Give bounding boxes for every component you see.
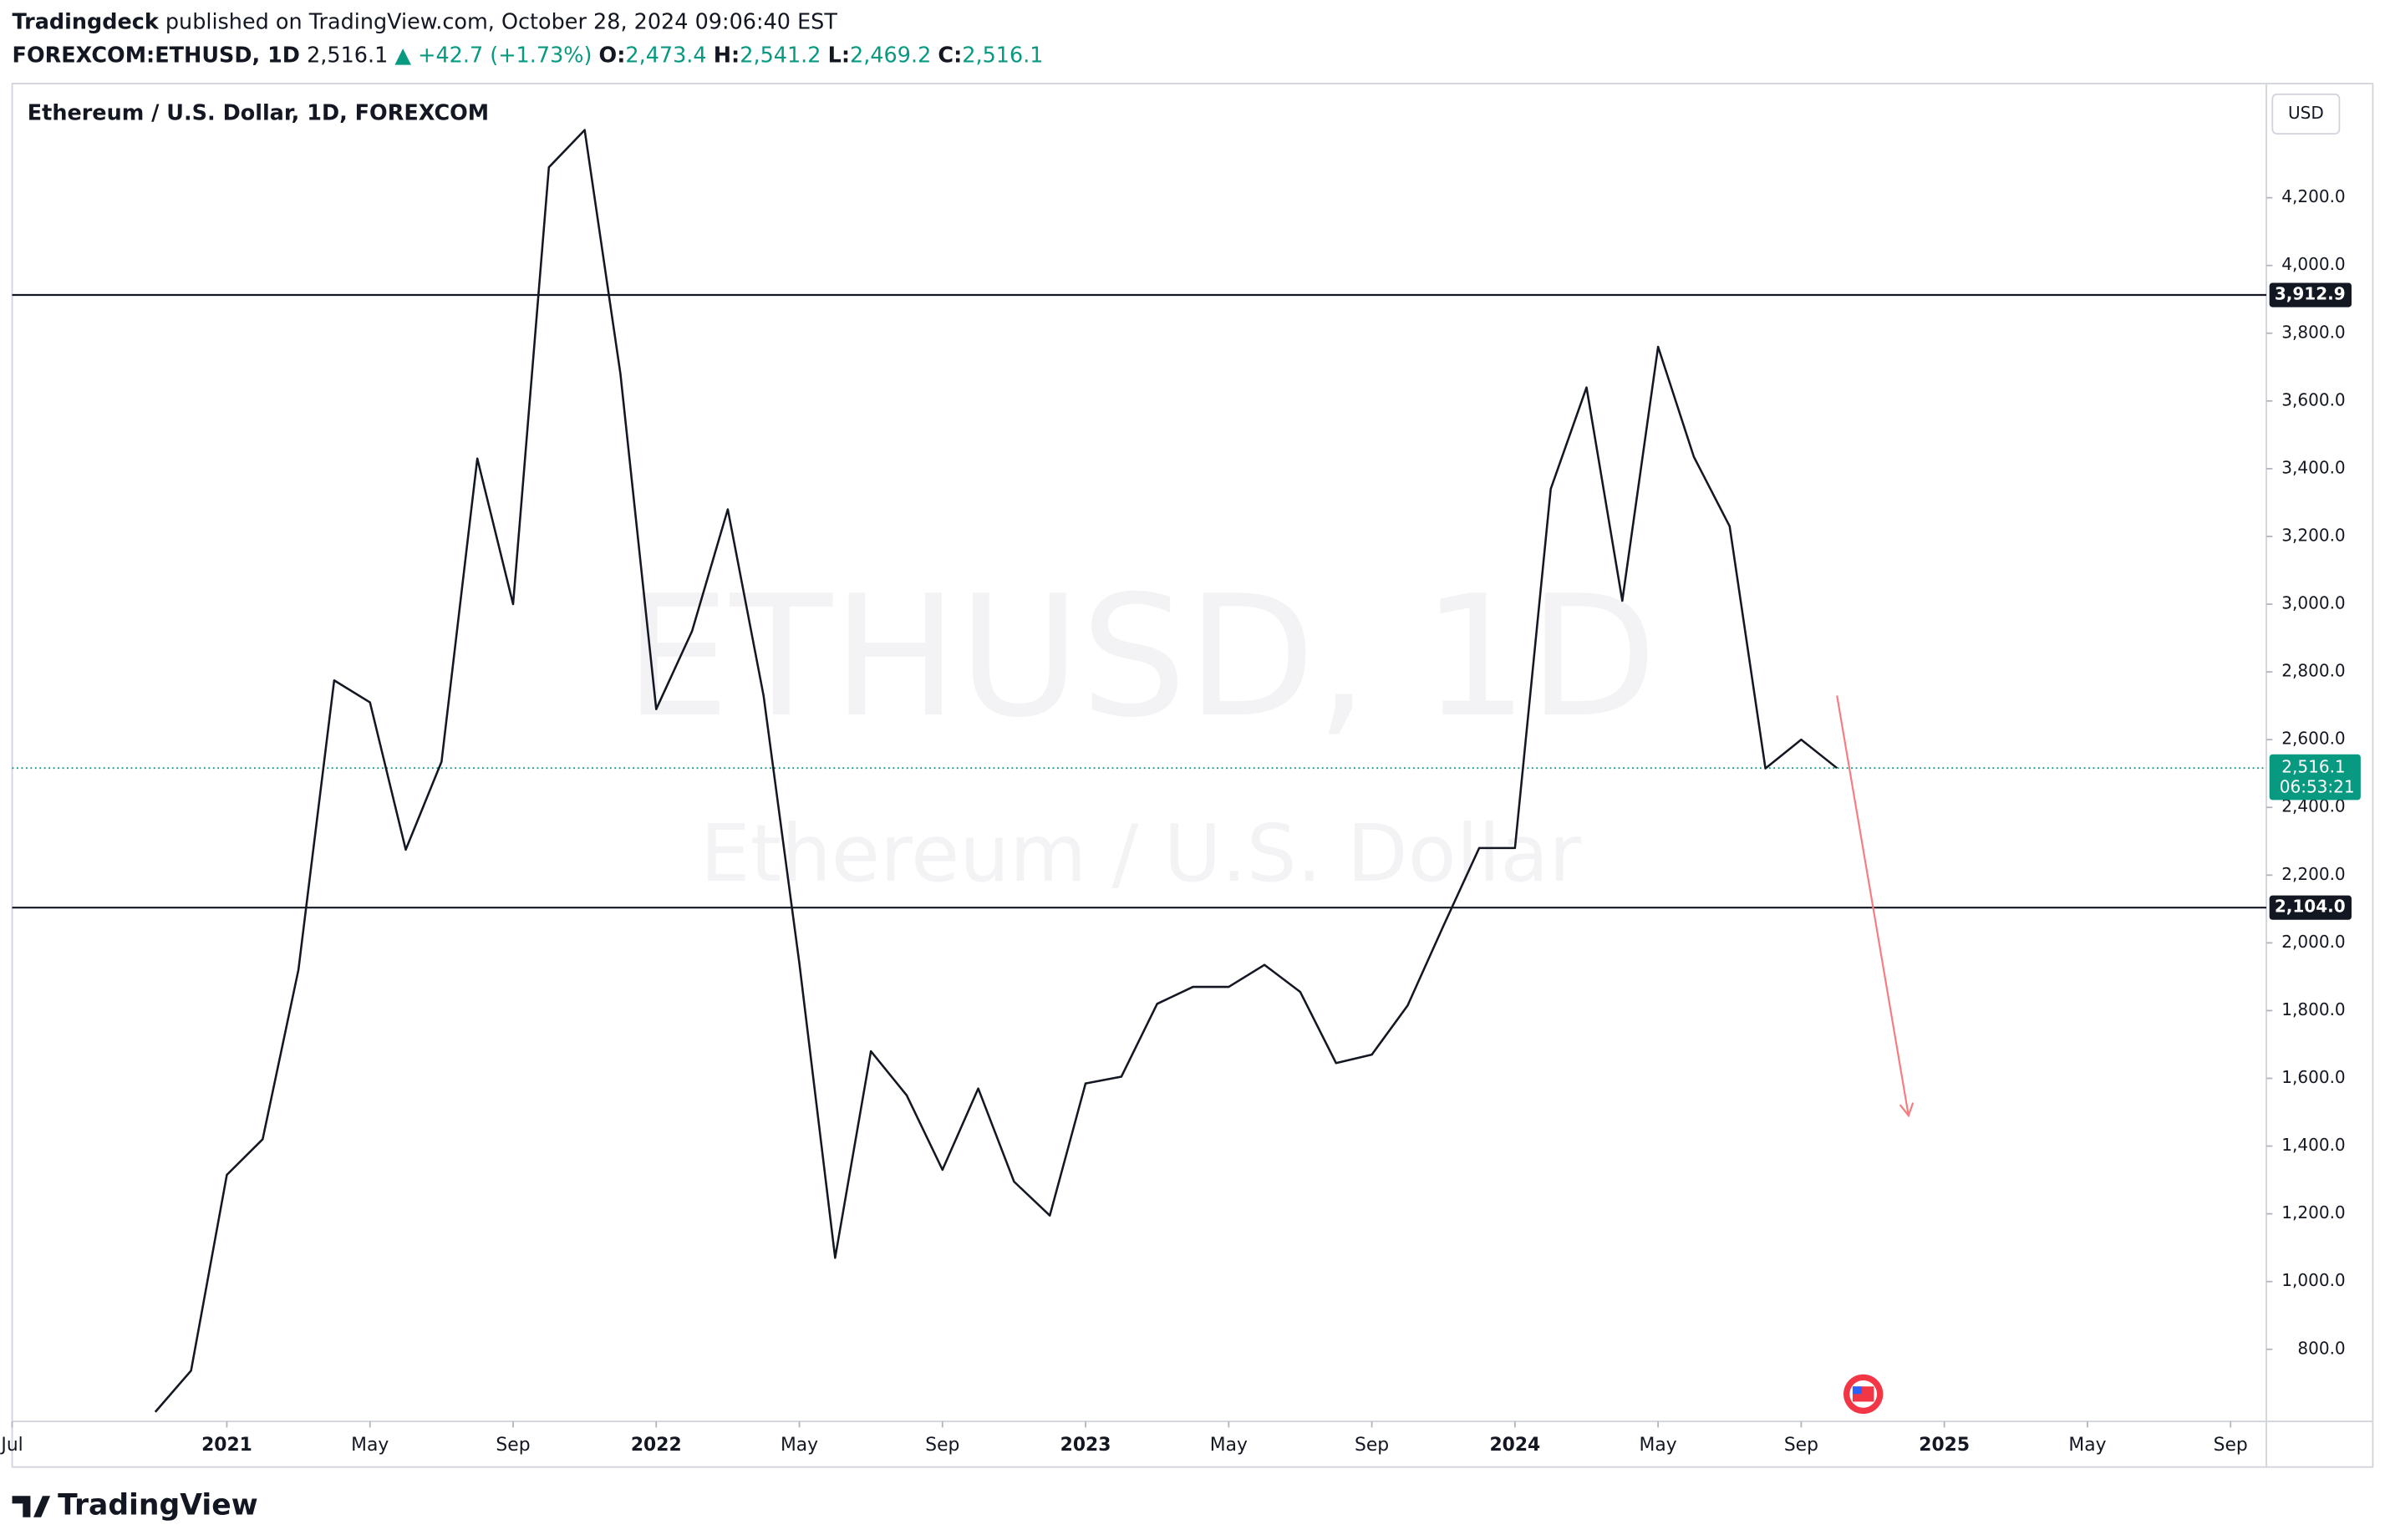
hline-label-box — [2269, 282, 2352, 307]
y-tick-label: 4,200.0 — [2281, 186, 2345, 206]
last-price-box — [2269, 754, 2361, 800]
chart-frame — [11, 83, 2374, 1468]
y-tick-label: 3,000.0 — [2281, 593, 2345, 613]
y-tick-label: 2,400.0 — [2281, 796, 2345, 816]
x-tick-label: 2021 — [201, 1435, 252, 1456]
y-tick-label: 1,200.0 — [2281, 1202, 2345, 1222]
chart-title: Ethereum / U.S. Dollar, 1D, FOREXCOM — [28, 100, 489, 125]
y-tick-label: 1,000.0 — [2281, 1270, 2345, 1290]
y-tick-label: 3,400.0 — [2281, 457, 2345, 477]
ohlc-value: 2,541.2 — [740, 43, 821, 68]
y-tick-label: 2,800.0 — [2281, 661, 2345, 681]
y-tick-label: 4,000.0 — [2281, 254, 2345, 274]
watermark-sub: Ethereum / U.S. Dollar — [700, 808, 1581, 900]
flag-canton[interactable] — [1852, 1386, 1862, 1395]
ohlc-value: 2,473.4 — [625, 43, 706, 68]
ohlc-value: 2,516.1 — [962, 43, 1043, 68]
hline-label-box — [2269, 895, 2352, 920]
last: 2,516.1 — [307, 43, 388, 68]
publisher: Tradingdeck — [13, 9, 160, 34]
y-tick-label: 800.0 — [2297, 1338, 2345, 1358]
x-tick-label: Sep — [1784, 1435, 1818, 1456]
y-tick-label: 1,400.0 — [2281, 1135, 2345, 1155]
ohlc-label: O: — [599, 43, 626, 68]
published: published on TradingView.com, October 28… — [165, 9, 837, 34]
x-tick-label: May — [351, 1435, 389, 1456]
symbol-line: FOREXCOM:ETHUSD, 1D 2,516.1 ▲ +42.7 (+1.… — [13, 43, 1044, 68]
ohlc-value: 2,469.2 — [850, 43, 931, 68]
x-tick-label: 2023 — [1060, 1435, 1111, 1456]
brand-logo[interactable]: TradingView — [12, 1488, 258, 1522]
x-tick-label: Sep — [2214, 1435, 2248, 1456]
x-tick-label: May — [781, 1435, 818, 1456]
x-tick-label: May — [1640, 1435, 1677, 1456]
y-tick-label: 2,000.0 — [2281, 932, 2345, 952]
watermark: ETHUSD, 1D — [624, 560, 1657, 755]
ohlc-label: H: — [714, 43, 740, 68]
x-tick-label: Sep — [496, 1435, 530, 1456]
brand-mark[interactable] — [12, 1496, 51, 1517]
brand-name[interactable]: TradingView — [58, 1488, 258, 1522]
projection-arrowhead — [1899, 1102, 1915, 1118]
y-tick-label: 3,200.0 — [2281, 525, 2345, 545]
x-tick-label: 2025 — [1919, 1435, 1970, 1456]
price-line — [154, 129, 1838, 1413]
currency[interactable]: USD — [2288, 103, 2324, 123]
projection-arrow — [1836, 695, 1910, 1116]
y-tick-label: 2,600.0 — [2281, 729, 2345, 749]
y-tick-label: 3,800.0 — [2281, 322, 2345, 342]
x-tick-label: Jul — [0, 1435, 23, 1456]
y-tick-label: 1,800.0 — [2281, 999, 2345, 1019]
publish-line: Tradingdeck published on TradingView.com… — [13, 9, 838, 34]
x-tick-label: 2022 — [631, 1435, 682, 1456]
hline-label: 3,912.9 — [2275, 284, 2346, 304]
x-tick-label: Sep — [925, 1435, 959, 1456]
countdown: 06:53:21 — [2280, 776, 2355, 796]
events-flag[interactable] — [1843, 1374, 1884, 1414]
symbol: FOREXCOM:ETHUSD, 1D — [13, 43, 300, 68]
x-tick-label: Sep — [1355, 1435, 1389, 1456]
change: ▲ +42.7 (+1.73%) — [394, 43, 592, 68]
x-tick-label: 2024 — [1489, 1435, 1540, 1456]
y-tick-label: 1,600.0 — [2281, 1067, 2345, 1087]
y-tick-label: 3,600.0 — [2281, 389, 2345, 409]
ohlc-label: C: — [938, 43, 962, 68]
x-tick-label: May — [2068, 1435, 2106, 1456]
hline-label: 2,104.0 — [2275, 897, 2346, 917]
ohlc-label: L: — [828, 43, 850, 68]
x-tick-label: May — [1210, 1435, 1248, 1456]
last-price-label: 2,516.1 — [2281, 757, 2345, 777]
y-tick-label: 2,200.0 — [2281, 864, 2345, 884]
currency-box[interactable] — [2271, 93, 2341, 135]
